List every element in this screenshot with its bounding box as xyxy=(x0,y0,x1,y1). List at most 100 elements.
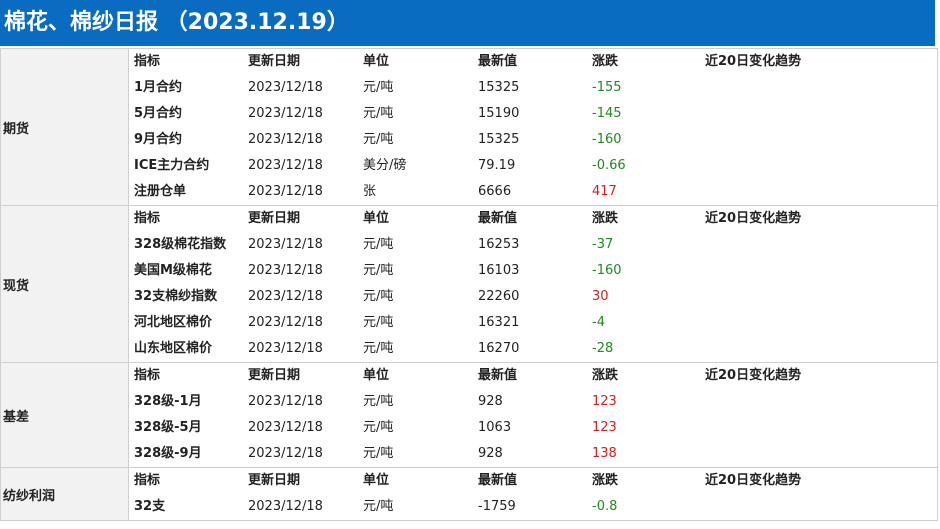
table-row: 美国M级棉花 2023/12/18 元/吨 16103 -160 xyxy=(1,258,937,284)
report-table: 期货 指标 更新日期 单位 最新值 涨跌 近20日变化趋势 1月合约 2023/12/18 元/吨… xyxy=(0,48,938,521)
indicator-name: 9月合约 xyxy=(134,132,183,147)
update-date: 2023/12/18 xyxy=(248,341,323,356)
category-label: 纺纱利润 xyxy=(1,468,129,520)
latest-value: 16321 xyxy=(478,315,520,330)
column-header: 指标 xyxy=(134,211,161,226)
unit: 元/吨 xyxy=(363,263,394,278)
table-row: 山东地区棉价 2023/12/18 元/吨 16270 -28 xyxy=(1,336,937,362)
latest-value: 6666 xyxy=(478,184,512,199)
indicator-name: 美国M级棉花 xyxy=(134,263,212,278)
column-header: 指标 xyxy=(134,473,161,488)
table-row: 32支 2023/12/18 元/吨 -1759 -0.8 xyxy=(1,494,937,520)
table-row: 328级-5月 2023/12/18 元/吨 1063 123 xyxy=(1,415,937,441)
latest-value: 15190 xyxy=(478,106,520,121)
section-1: 现货 指标 更新日期 单位 最新值 涨跌 近20日变化趋势 328级棉花指数 2023/12/1… xyxy=(0,205,938,362)
category-label: 期货 xyxy=(1,49,129,205)
indicator-name: 河北地区棉价 xyxy=(134,315,213,330)
update-date: 2023/12/18 xyxy=(248,446,323,461)
header-row: 指标 更新日期 单位 最新值 涨跌 近20日变化趋势 xyxy=(1,206,937,232)
table-row: 328级-9月 2023/12/18 元/吨 928 138 xyxy=(1,441,937,467)
column-header: 单位 xyxy=(363,211,390,226)
table-row: 328级棉花指数 2023/12/18 元/吨 16253 -37 xyxy=(1,232,937,258)
column-header: 近20日变化趋势 xyxy=(705,211,802,226)
column-header: 最新值 xyxy=(478,473,518,488)
column-header: 指标 xyxy=(134,54,161,69)
header-row: 指标 更新日期 单位 最新值 涨跌 近20日变化趋势 xyxy=(1,49,937,75)
latest-value: 15325 xyxy=(478,80,520,95)
indicator-name: 32支 xyxy=(134,499,166,514)
indicator-name: 32支棉纱指数 xyxy=(134,289,218,304)
column-header: 更新日期 xyxy=(248,211,301,226)
update-date: 2023/12/18 xyxy=(248,263,323,278)
change-value: -160 xyxy=(592,263,622,278)
table-row: ICE主力合约 2023/12/18 美分/磅 79.19 -0.66 xyxy=(1,153,937,179)
change-value: 417 xyxy=(592,184,617,199)
latest-value: 22260 xyxy=(478,289,520,304)
unit: 元/吨 xyxy=(363,394,394,409)
update-date: 2023/12/18 xyxy=(248,315,323,330)
change-value: 30 xyxy=(592,289,609,304)
header-row: 指标 更新日期 单位 最新值 涨跌 近20日变化趋势 xyxy=(1,468,937,494)
section-0: 期货 指标 更新日期 单位 最新值 涨跌 近20日变化趋势 1月合约 2023/12/18 元/吨… xyxy=(0,48,938,205)
update-date: 2023/12/18 xyxy=(248,184,323,199)
update-date: 2023/12/18 xyxy=(248,80,323,95)
column-header: 涨跌 xyxy=(592,211,619,226)
latest-value: 928 xyxy=(478,394,503,409)
table-row: 5月合约 2023/12/18 元/吨 15190 -145 xyxy=(1,101,937,127)
column-header: 单位 xyxy=(363,54,390,69)
column-header: 单位 xyxy=(363,473,390,488)
report-title: 棉花、棉纱日报 （2023.12.19） xyxy=(0,0,935,46)
table-row: 河北地区棉价 2023/12/18 元/吨 16321 -4 xyxy=(1,310,937,336)
column-header: 指标 xyxy=(134,368,161,383)
column-header: 近20日变化趋势 xyxy=(705,368,802,383)
update-date: 2023/12/18 xyxy=(248,420,323,435)
unit: 元/吨 xyxy=(363,341,394,356)
update-date: 2023/12/18 xyxy=(248,289,323,304)
change-value: -0.66 xyxy=(592,158,626,173)
header-row: 指标 更新日期 单位 最新值 涨跌 近20日变化趋势 xyxy=(1,363,937,389)
table-row: 注册仓单 2023/12/18 张 6666 417 xyxy=(1,179,937,205)
column-header: 涨跌 xyxy=(592,473,619,488)
indicator-name: 注册仓单 xyxy=(134,184,187,199)
change-value: -4 xyxy=(592,315,605,330)
table-row: 328级-1月 2023/12/18 元/吨 928 123 xyxy=(1,389,937,415)
section-3: 纺纱利润 指标 更新日期 单位 最新值 涨跌 近20日变化趋势 32支 2023/12/18 元/… xyxy=(0,467,938,521)
column-header: 更新日期 xyxy=(248,368,301,383)
unit: 美分/磅 xyxy=(363,158,407,173)
column-header: 近20日变化趋势 xyxy=(705,473,802,488)
change-value: -37 xyxy=(592,237,614,252)
table-row: 1月合约 2023/12/18 元/吨 15325 -155 xyxy=(1,75,937,101)
indicator-name: 328级棉花指数 xyxy=(134,237,227,252)
change-value: 123 xyxy=(592,420,617,435)
update-date: 2023/12/18 xyxy=(248,499,323,514)
column-header: 最新值 xyxy=(478,54,518,69)
update-date: 2023/12/18 xyxy=(248,237,323,252)
unit: 元/吨 xyxy=(363,80,394,95)
category-label: 基差 xyxy=(1,363,129,467)
latest-value: 928 xyxy=(478,446,503,461)
indicator-name: 328级-1月 xyxy=(134,394,202,409)
unit: 元/吨 xyxy=(363,289,394,304)
table-row: 9月合约 2023/12/18 元/吨 15325 -160 xyxy=(1,127,937,153)
change-value: 123 xyxy=(592,394,617,409)
latest-value: 79.19 xyxy=(478,158,516,173)
column-header: 近20日变化趋势 xyxy=(705,54,802,69)
indicator-name: 328级-5月 xyxy=(134,420,202,435)
unit: 元/吨 xyxy=(363,106,394,121)
category-label: 现货 xyxy=(1,206,129,362)
section-2: 基差 指标 更新日期 单位 最新值 涨跌 近20日变化趋势 328级-1月 2023/12/18… xyxy=(0,362,938,467)
column-header: 更新日期 xyxy=(248,473,301,488)
change-value: 138 xyxy=(592,446,617,461)
indicator-name: 山东地区棉价 xyxy=(134,341,213,356)
column-header: 涨跌 xyxy=(592,368,619,383)
update-date: 2023/12/18 xyxy=(248,132,323,147)
latest-value: -1759 xyxy=(478,499,516,514)
latest-value: 16253 xyxy=(478,237,520,252)
update-date: 2023/12/18 xyxy=(248,394,323,409)
change-value: -0.8 xyxy=(592,499,618,514)
indicator-name: 328级-9月 xyxy=(134,446,202,461)
indicator-name: ICE主力合约 xyxy=(134,158,210,173)
unit: 元/吨 xyxy=(363,499,394,514)
change-value: -145 xyxy=(592,106,622,121)
unit: 元/吨 xyxy=(363,315,394,330)
